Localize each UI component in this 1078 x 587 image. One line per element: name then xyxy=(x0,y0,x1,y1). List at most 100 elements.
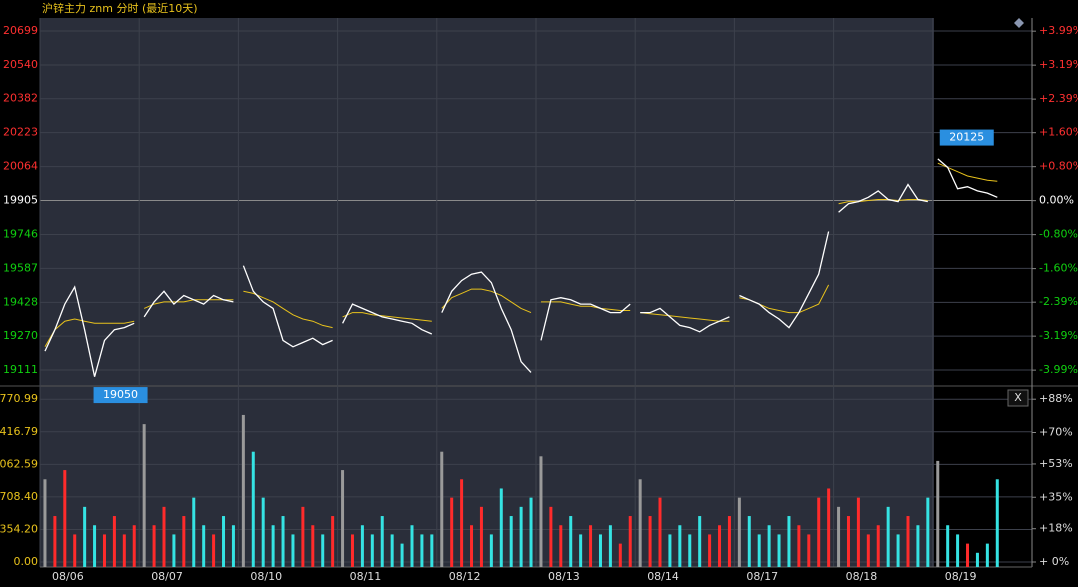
close-button[interactable]: X xyxy=(1007,389,1029,407)
x-tick-label: 08/13 xyxy=(548,570,580,583)
volume-bar xyxy=(678,525,682,567)
volume-bar xyxy=(321,534,325,567)
x-tick-label: 08/14 xyxy=(647,570,679,583)
volume-bar xyxy=(648,516,652,567)
average-line xyxy=(243,290,333,329)
volume-bar xyxy=(559,525,563,567)
volume-bar xyxy=(618,543,622,567)
volume-y2-tick-label: +88% xyxy=(1039,392,1073,405)
volume-bar xyxy=(43,479,47,567)
y-tick-label: 19746 xyxy=(3,227,38,240)
volume-bar xyxy=(846,516,850,567)
y-tick-label: 19270 xyxy=(3,329,38,342)
average-line xyxy=(441,288,532,314)
y2-tick-label: -1.60% xyxy=(1039,262,1078,275)
volume-bar xyxy=(529,497,533,567)
volume-bar xyxy=(539,456,543,567)
x-tick-label: 08/12 xyxy=(449,570,481,583)
volume-bar xyxy=(271,525,275,567)
volume-bar xyxy=(470,525,474,567)
average-line xyxy=(838,199,928,205)
price-line xyxy=(441,271,532,373)
volume-bar xyxy=(579,534,583,567)
volume-bar xyxy=(975,552,979,567)
price-line xyxy=(143,290,234,318)
volume-bar xyxy=(222,516,226,567)
y-tick-label: 20223 xyxy=(3,126,38,139)
volume-bar xyxy=(241,414,245,567)
volume-bar xyxy=(53,516,57,567)
y2-tick-label: +1.60% xyxy=(1039,126,1078,139)
volume-bar xyxy=(589,525,593,567)
volume-bar xyxy=(301,506,305,567)
y-tick-label: 19905 xyxy=(3,194,38,207)
settings-icon[interactable] xyxy=(1014,18,1024,28)
volume-bar xyxy=(410,525,414,567)
volume-bar xyxy=(231,525,235,567)
volume-bar xyxy=(380,516,384,567)
y2-tick-label: -2.39% xyxy=(1039,295,1078,308)
volume-y-tick-label: 0.00 xyxy=(14,555,39,568)
y2-tick-label: -3.19% xyxy=(1039,329,1078,342)
volume-bar xyxy=(499,488,503,567)
volume-bar xyxy=(281,516,285,567)
volume-y-tick-label: 770.99 xyxy=(0,392,38,405)
price-line xyxy=(640,307,730,333)
volume-bar xyxy=(569,516,573,567)
volume-bar xyxy=(628,516,632,567)
volume-bar xyxy=(509,516,513,567)
volume-bar xyxy=(479,506,483,567)
volume-bar xyxy=(112,516,116,567)
average-line xyxy=(640,312,730,322)
volume-bar xyxy=(370,534,374,567)
close-button-label[interactable]: X xyxy=(1014,391,1022,404)
volume-y-tick-label: 708.40 xyxy=(0,490,38,503)
x-tick-label: 08/19 xyxy=(945,570,977,583)
volume-bar xyxy=(251,451,255,567)
volume-bar xyxy=(93,525,97,567)
price-line xyxy=(242,265,333,348)
y-tick-label: 20064 xyxy=(3,160,38,173)
volume-bar xyxy=(202,525,206,567)
volume-bar xyxy=(608,525,612,567)
volume-bar xyxy=(291,534,295,567)
volume-bar xyxy=(460,479,464,567)
volume-y-tick-label: 062.59 xyxy=(0,457,38,470)
y2-tick-label: -3.99% xyxy=(1039,363,1078,376)
volume-bar xyxy=(737,497,741,567)
volume-bar xyxy=(172,534,176,567)
y-tick-label: 19428 xyxy=(3,295,38,308)
volume-bar xyxy=(727,516,731,567)
volume-y2-tick-label: + 0% xyxy=(1039,555,1069,568)
volume-bar xyxy=(747,516,751,567)
volume-bar xyxy=(886,506,890,567)
volume-bar xyxy=(787,516,791,567)
y2-tick-label: +0.80% xyxy=(1039,160,1078,173)
y-tick-label: 20540 xyxy=(3,58,38,71)
volume-bar xyxy=(668,534,672,567)
volume-y2-tick-label: +18% xyxy=(1039,522,1073,535)
volume-bar xyxy=(73,534,77,567)
y-tick-label: 20382 xyxy=(3,92,38,105)
volume-bar xyxy=(688,534,692,567)
price-line xyxy=(44,285,135,377)
y2-tick-label: -0.80% xyxy=(1039,228,1078,241)
volume-bar xyxy=(698,516,702,567)
volume-bar xyxy=(966,543,970,567)
volume-bar xyxy=(400,543,404,567)
volume-bar xyxy=(757,534,761,567)
volume-bar xyxy=(936,460,940,567)
volume-bar xyxy=(192,497,196,567)
close-button-box[interactable] xyxy=(1007,389,1029,407)
volume-bar xyxy=(926,497,930,567)
volume-bar xyxy=(906,516,910,567)
plot-area xyxy=(40,18,934,567)
y2-tick-label: +3.19% xyxy=(1039,58,1078,71)
average-line xyxy=(541,301,631,311)
volume-y2-tick-label: +70% xyxy=(1039,426,1073,439)
y-tick-label: 19111 xyxy=(3,363,38,376)
volume-bar xyxy=(916,525,920,567)
volume-bar xyxy=(212,534,216,567)
volume-y-tick-label: 354.20 xyxy=(0,522,38,535)
